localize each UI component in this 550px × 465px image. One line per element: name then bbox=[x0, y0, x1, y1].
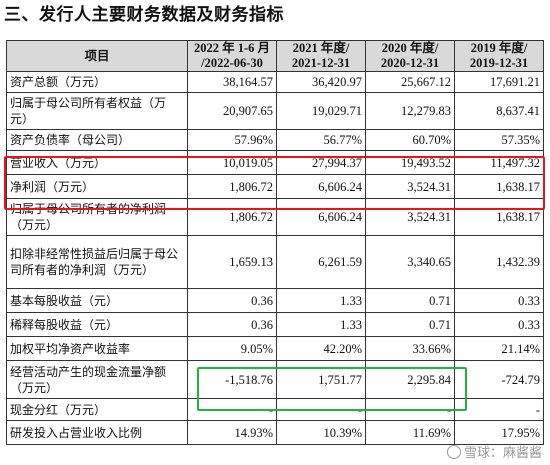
row-cash-dividend: 现金分红（万元） - - - - bbox=[6, 398, 544, 421]
row-label: 研发投入占营业收入比例 bbox=[6, 420, 188, 445]
row-operating-cash-flow: 经营活动产生的现金流量净额（万元） -1,518.76 1,751.77 2,2… bbox=[6, 360, 544, 399]
cell-value: 0.71 bbox=[365, 312, 455, 337]
cell-value: 9.05% bbox=[187, 336, 277, 361]
cell-value: 11.69% bbox=[365, 420, 455, 445]
table-header-row: 项目 2022 年 1-6 月/2022-06-30 2021 年度/2021-… bbox=[6, 40, 544, 72]
header-2019: 2019 年度/2019-12-31 bbox=[454, 40, 544, 72]
cell-value: 6,606.24 bbox=[276, 174, 366, 199]
row-parent-equity: 归属于母公司所有者权益（万元） 20,907.65 19,029.71 12,2… bbox=[6, 92, 544, 130]
cell-value: 42.20% bbox=[276, 336, 366, 361]
cell-value: 0.36 bbox=[187, 312, 277, 337]
cell-value: 0.33 bbox=[454, 288, 544, 313]
cell-value: -1,518.76 bbox=[187, 360, 277, 399]
cell-value: 6,606.24 bbox=[276, 198, 366, 236]
cell-value: 38,164.57 bbox=[187, 71, 277, 93]
cell-value: 1.33 bbox=[276, 288, 366, 313]
cell-value: 1,432.39 bbox=[454, 235, 544, 289]
watermark: 雪球：麻酱酱 bbox=[446, 442, 542, 461]
cell-value: 12,279.83 bbox=[365, 92, 455, 130]
snowball-logo-icon bbox=[446, 444, 461, 459]
cell-value: 6,261.59 bbox=[276, 235, 366, 289]
row-label: 基本每股收益（元） bbox=[6, 288, 188, 313]
cell-value: 19,493.52 bbox=[365, 150, 455, 175]
cell-value: 19,029.71 bbox=[276, 92, 366, 130]
section-title: 三、发行人主要财务数据及财务指标 bbox=[4, 5, 284, 25]
header-2020: 2020 年度/2020-12-31 bbox=[365, 40, 455, 72]
header-2022h1: 2022 年 1-6 月/2022-06-30 bbox=[187, 40, 277, 72]
cell-value: - bbox=[365, 398, 455, 421]
cell-value: 57.96% bbox=[187, 129, 277, 151]
cell-value: 0.36 bbox=[187, 288, 277, 313]
cell-value: -724.79 bbox=[454, 360, 544, 399]
cell-value: 11,497.32 bbox=[454, 150, 544, 175]
cell-value: 1,638.17 bbox=[454, 198, 544, 236]
cell-value: 3,524.31 bbox=[365, 198, 455, 236]
cell-value: 10,019.05 bbox=[187, 150, 277, 175]
header-2021: 2021 年度/2021-12-31 bbox=[276, 40, 366, 72]
row-label: 经营活动产生的现金流量净额（万元） bbox=[6, 360, 188, 399]
cell-value: - bbox=[187, 398, 277, 421]
cell-value: 2,295.84 bbox=[365, 360, 455, 399]
cell-value: 14.93% bbox=[187, 420, 277, 445]
cell-value: 1,806.72 bbox=[187, 198, 277, 236]
cell-value: 27,994.37 bbox=[276, 150, 366, 175]
header-item: 项目 bbox=[6, 40, 188, 72]
cell-value: 20,907.65 bbox=[187, 92, 277, 130]
cell-value: 17,691.21 bbox=[454, 71, 544, 93]
cell-value: 0.71 bbox=[365, 288, 455, 313]
cell-value: - bbox=[276, 398, 366, 421]
cell-value: 1.33 bbox=[276, 312, 366, 337]
cell-value: 1,806.72 bbox=[187, 174, 277, 199]
cell-value: 8,637.41 bbox=[454, 92, 544, 130]
cell-value: 60.70% bbox=[365, 129, 455, 151]
cell-value: 36,420.97 bbox=[276, 71, 366, 93]
row-label: 扣除非经常性损益后归属于母公司所有者的净利润（万元） bbox=[6, 235, 188, 289]
cell-value: 1,751.77 bbox=[276, 360, 366, 399]
cell-value: 1,638.17 bbox=[454, 174, 544, 199]
row-basic-eps: 基本每股收益（元） 0.36 1.33 0.71 0.33 bbox=[6, 288, 544, 313]
row-label: 归属于母公司所有者权益（万元） bbox=[6, 92, 188, 130]
financial-data-table: 项目 2022 年 1-6 月/2022-06-30 2021 年度/2021-… bbox=[6, 40, 544, 445]
cell-value: 21.14% bbox=[454, 336, 544, 361]
row-weighted-roe: 加权平均净资产收益率 9.05% 42.20% 33.66% 21.14% bbox=[6, 336, 544, 361]
watermark-text: 雪球：麻酱酱 bbox=[463, 446, 542, 461]
row-diluted-eps: 稀释每股收益（元） 0.36 1.33 0.71 0.33 bbox=[6, 312, 544, 337]
row-label: 加权平均净资产收益率 bbox=[6, 336, 188, 361]
cell-value: 57.35% bbox=[454, 129, 544, 151]
cell-value: 10.39% bbox=[276, 420, 366, 445]
row-total-assets: 资产总额（万元） 38,164.57 36,420.97 25,667.12 1… bbox=[6, 71, 544, 93]
cell-value: 33.66% bbox=[365, 336, 455, 361]
row-deducted-net-profit: 扣除非经常性损益后归属于母公司所有者的净利润（万元） 1,659.13 6,26… bbox=[6, 235, 544, 289]
row-label: 营业收入（万元） bbox=[6, 150, 188, 175]
row-debt-ratio: 资产负债率（母公司） 57.96% 56.77% 60.70% 57.35% bbox=[6, 129, 544, 151]
row-label: 归属于母公司所有者的净利润（万元） bbox=[6, 198, 188, 236]
row-label: 稀释每股收益（元） bbox=[6, 312, 188, 337]
cell-value: 56.77% bbox=[276, 129, 366, 151]
cell-value: 1,659.13 bbox=[187, 235, 277, 289]
row-revenue: 营业收入（万元） 10,019.05 27,994.37 19,493.52 1… bbox=[6, 150, 544, 175]
cell-value: 17.95% bbox=[454, 420, 544, 445]
row-label: 现金分红（万元） bbox=[6, 398, 188, 421]
row-parent-net-profit: 归属于母公司所有者的净利润（万元） 1,806.72 6,606.24 3,52… bbox=[6, 198, 544, 236]
cell-value: 0.33 bbox=[454, 312, 544, 337]
cell-value: 3,524.31 bbox=[365, 174, 455, 199]
cell-value: 25,667.12 bbox=[365, 71, 455, 93]
row-net-profit: 净利润（万元） 1,806.72 6,606.24 3,524.31 1,638… bbox=[6, 174, 544, 199]
row-label: 资产总额（万元） bbox=[6, 71, 188, 93]
row-label: 资产负债率（母公司） bbox=[6, 129, 188, 151]
row-rd-ratio: 研发投入占营业收入比例 14.93% 10.39% 11.69% 17.95% bbox=[6, 420, 544, 445]
row-label: 净利润（万元） bbox=[6, 174, 188, 199]
cell-value: 3,340.65 bbox=[365, 235, 455, 289]
cell-value: - bbox=[454, 398, 544, 421]
